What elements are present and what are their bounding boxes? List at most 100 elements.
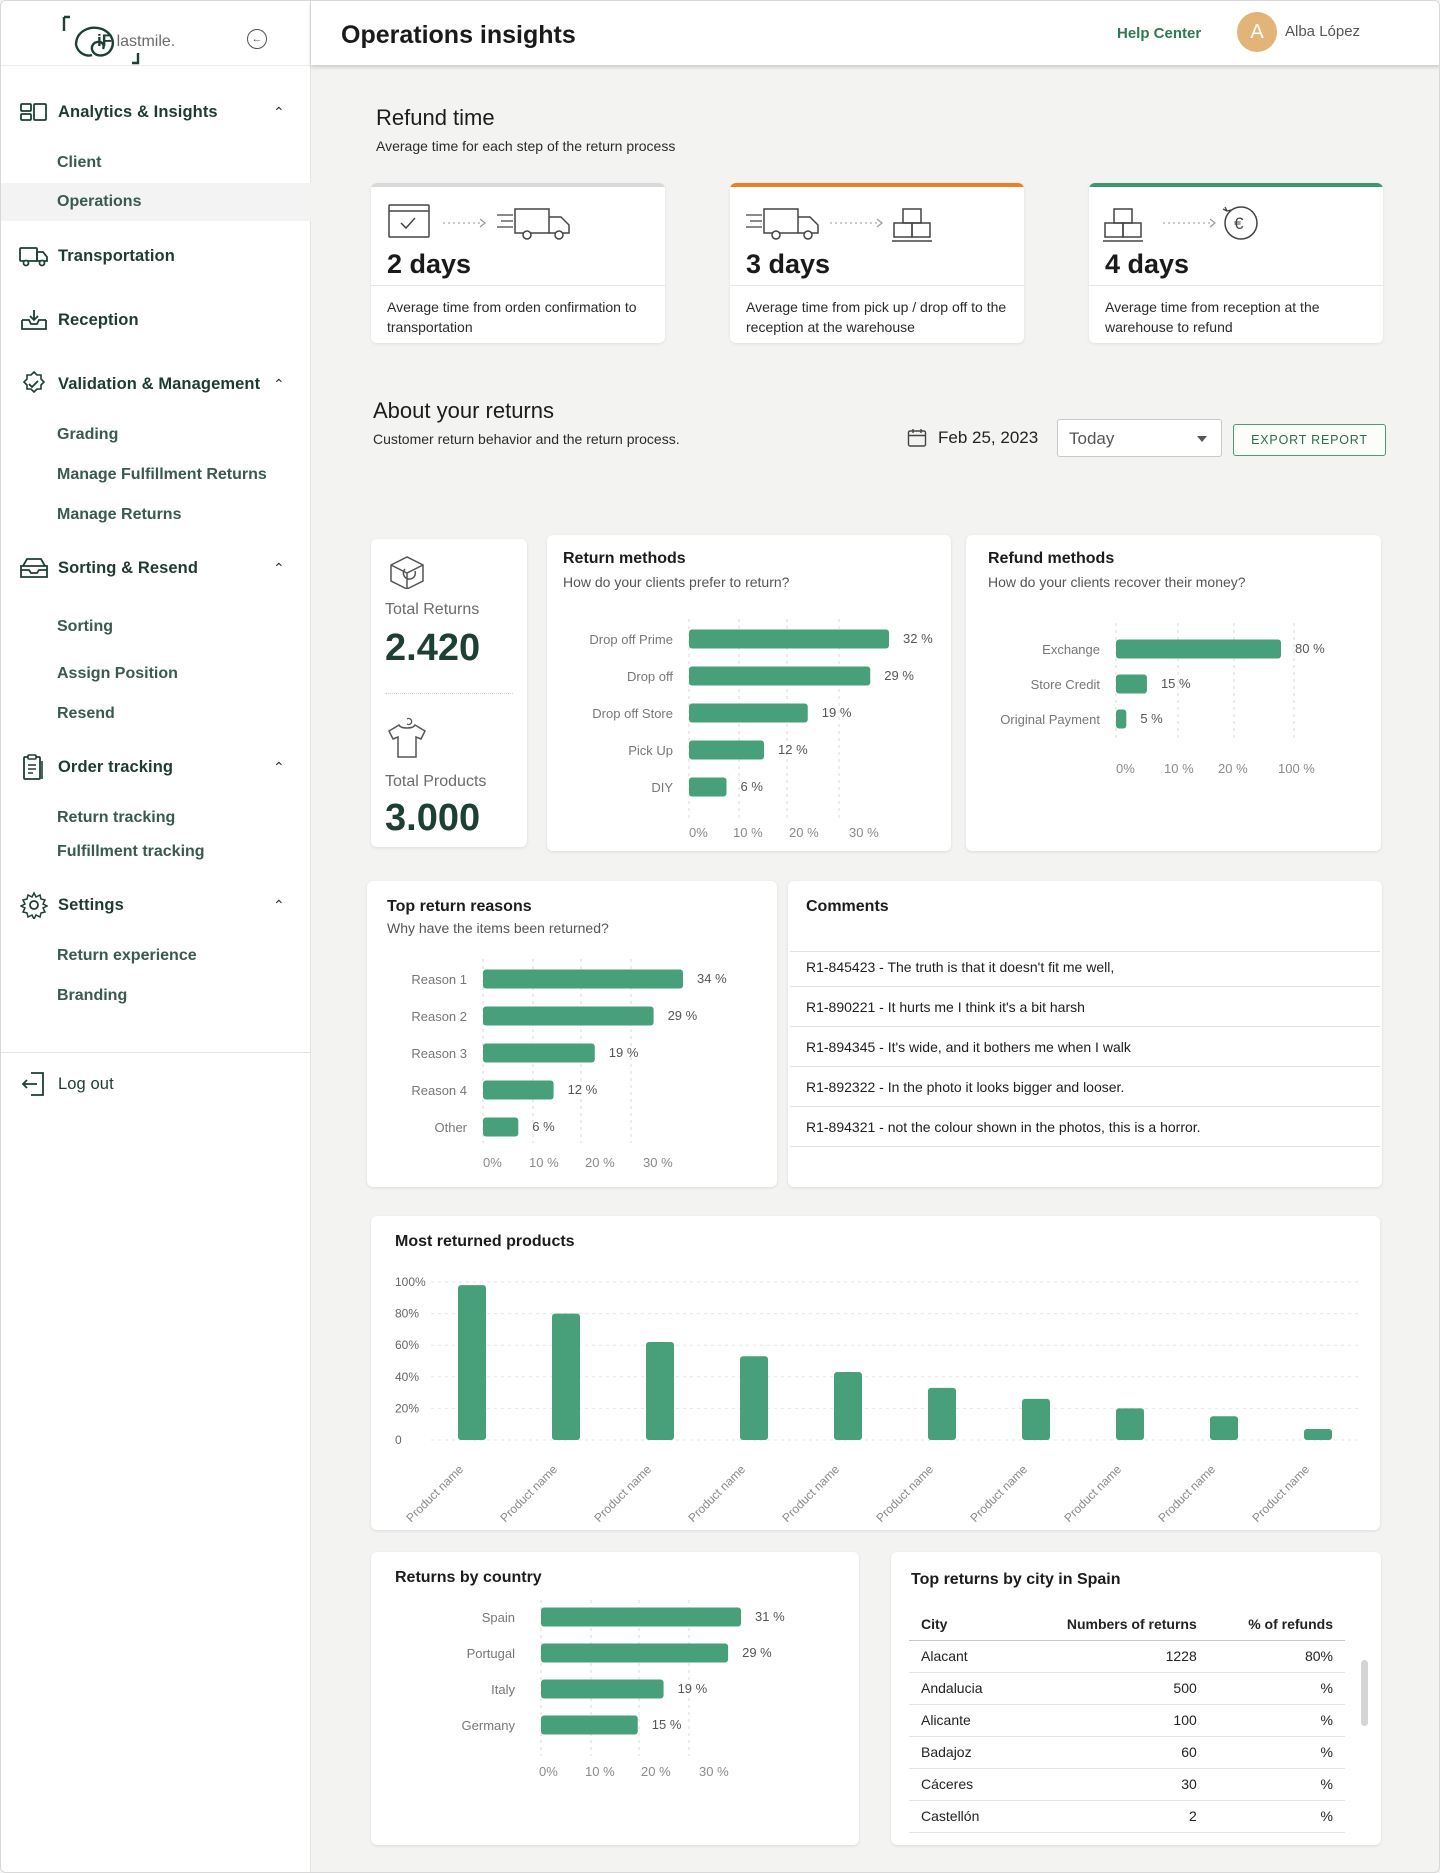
category-label: Germany — [462, 1718, 516, 1733]
table-row[interactable]: Alacant 1228 80% — [909, 1640, 1345, 1673]
comment-item[interactable]: R1-894321 - not the colour shown in the … — [790, 1107, 1380, 1147]
x-tick-label: Product name — [1155, 1462, 1218, 1525]
nav-analytics-insights[interactable]: Analytics & Insights ⌃ — [1, 92, 311, 132]
comments-title: Comments — [806, 898, 889, 915]
city-returns-card: Top returns by city in Spain City Number… — [891, 1552, 1381, 1845]
date-range-select[interactable]: Today — [1057, 419, 1222, 457]
nav-label: Settings — [58, 895, 124, 914]
nav-validation-management[interactable]: Validation & Management ⌃ — [1, 364, 311, 404]
comment-item[interactable]: R1-890221 - It hurts me I think it's a b… — [790, 987, 1380, 1027]
cell-city: Alicante — [909, 1704, 1017, 1737]
step-description: Average time from orden confirmation to … — [387, 299, 637, 335]
nav-label: Analytics & Insights — [58, 102, 218, 121]
sidebar: iF lastmile. ← Analytics & Insights ⌃ Cl… — [1, 1, 311, 1872]
category-label: Reason 2 — [411, 1009, 467, 1024]
tick-label: 30 % — [699, 1764, 729, 1779]
nav-item-sorting[interactable]: Sorting — [57, 618, 113, 635]
bar — [483, 1080, 554, 1100]
y-tick-label: 60% — [395, 1338, 419, 1352]
category-label: DIY — [651, 780, 673, 795]
bar — [541, 1607, 741, 1627]
logout-button[interactable]: Log out — [1, 1064, 311, 1104]
tick-label: 100 % — [1278, 761, 1315, 776]
nav-item-branding[interactable]: Branding — [57, 987, 128, 1004]
collapse-sidebar-icon[interactable]: ← — [247, 29, 267, 49]
bar — [1116, 709, 1127, 729]
table-scrollbar[interactable] — [1361, 1660, 1368, 1726]
page-title: Operations insights — [341, 21, 576, 49]
value-label: 15 % — [1161, 676, 1191, 691]
table-row[interactable]: Cáceres 30% — [909, 1768, 1345, 1801]
refund-time-subtitle: Average time for each step of the return… — [376, 138, 676, 154]
nav-sorting-resend[interactable]: Sorting & Resend ⌃ — [1, 548, 311, 588]
y-tick-label: 20% — [395, 1401, 419, 1415]
avatar[interactable]: A — [1237, 12, 1277, 52]
most-returned-chart: 0 20% 40% 60% 80% 100% Product name Product nam… — [395, 1275, 1361, 1525]
user-name[interactable]: Alba López — [1285, 23, 1361, 40]
returns-by-country-card: Returns by country Spain 31 % Portugal 29 %… — [371, 1552, 859, 1845]
refund-methods-chart: Exchange 80 % Store Credit 15 % Original Pay… — [1000, 623, 1325, 776]
cell-city: Badajoz — [909, 1736, 1017, 1769]
nav-settings[interactable]: Settings ⌃ — [1, 885, 311, 925]
value-label: 19 % — [609, 1045, 639, 1060]
column-header[interactable]: Numbers of returns — [1016, 1608, 1209, 1641]
top-bar: Operations insights Help Center A Alba L… — [311, 1, 1439, 65]
logo-icon — [62, 15, 140, 65]
column-header[interactable]: % of refunds — [1208, 1608, 1345, 1641]
table-row[interactable]: Alicante 100% — [909, 1704, 1345, 1737]
y-tick-label: 100% — [395, 1275, 426, 1289]
about-returns-subtitle: Customer return behavior and the return … — [373, 431, 680, 447]
comment-item[interactable]: R1-894345 - It's wide, and it bothers me… — [790, 1027, 1380, 1067]
bar — [928, 1387, 956, 1440]
x-tick-label: Product name — [1249, 1462, 1312, 1525]
help-center-link[interactable]: Help Center — [1117, 25, 1202, 42]
nav-item-assign-position[interactable]: Assign Position — [57, 665, 178, 682]
nav-reception[interactable]: Reception — [1, 300, 311, 340]
step-card-reception-to-refund: € 4 days Average time from reception at … — [1089, 183, 1383, 343]
total-products-value: 3.000 — [385, 797, 481, 839]
tick-label: 10 % — [733, 825, 763, 840]
cell-city: Alacant — [909, 1640, 1017, 1673]
logout-icon — [19, 1070, 49, 1098]
nav-item-return-tracking[interactable]: Return tracking — [57, 809, 176, 826]
chart-title: Most returned products — [395, 1233, 575, 1250]
bar — [458, 1285, 486, 1440]
table-row[interactable]: Andalucia 500% — [909, 1672, 1345, 1705]
nav-item-operations[interactable]: Operations — [1, 183, 311, 221]
nav-item-client[interactable]: Client — [57, 154, 102, 171]
column-header[interactable]: City — [909, 1608, 1017, 1641]
totals-card: Total Returns 2.420 Total Products 3.000 — [371, 539, 527, 847]
bar — [646, 1342, 674, 1440]
nav-item-resend[interactable]: Resend — [57, 705, 115, 722]
nav-item-manage-fulfillment-returns[interactable]: Manage Fulfillment Returns — [57, 466, 267, 483]
nav-item-grading[interactable]: Grading — [57, 426, 119, 443]
comment-item[interactable]: R1-845423 - The truth is that it doesn't… — [790, 947, 1380, 987]
nav-order-tracking[interactable]: Order tracking ⌃ — [1, 747, 311, 787]
table-row[interactable]: Castellón 2% — [909, 1800, 1345, 1833]
order-to-truck-icon — [388, 204, 570, 240]
nav-item-fulfillment-tracking[interactable]: Fulfillment tracking — [57, 843, 205, 860]
bar — [483, 1043, 595, 1063]
nav-transportation[interactable]: Transportation — [1, 236, 311, 276]
table-row[interactable]: Badajoz 60% — [909, 1736, 1345, 1769]
tick-label: 0% — [539, 1764, 558, 1779]
x-tick-label: Product name — [873, 1462, 936, 1525]
bar — [483, 969, 683, 989]
tray-icon — [19, 554, 49, 582]
bar — [1210, 1416, 1238, 1440]
nav-item-return-experience[interactable]: Return experience — [57, 947, 197, 964]
cell-returns: 30 — [1016, 1768, 1209, 1801]
chevron-up-icon: ⌃ — [273, 559, 285, 576]
value-label: 29 % — [884, 668, 914, 683]
bar — [483, 1006, 654, 1026]
date-display[interactable]: Feb 25, 2023 — [938, 428, 1039, 447]
category-label: Store Credit — [1031, 677, 1101, 692]
nav-item-manage-returns[interactable]: Manage Returns — [57, 506, 182, 523]
comment-item[interactable]: R1-892322 - In the photo it looks bigger… — [790, 1067, 1380, 1107]
bar — [1304, 1428, 1332, 1440]
value-label: 29 % — [742, 1645, 772, 1660]
tick-label: 20 % — [585, 1155, 615, 1170]
warehouse-to-refund-icon: € — [1103, 206, 1258, 242]
export-report-button[interactable]: EXPORT REPORT — [1233, 424, 1386, 456]
cell-refunds: % — [1208, 1672, 1345, 1705]
